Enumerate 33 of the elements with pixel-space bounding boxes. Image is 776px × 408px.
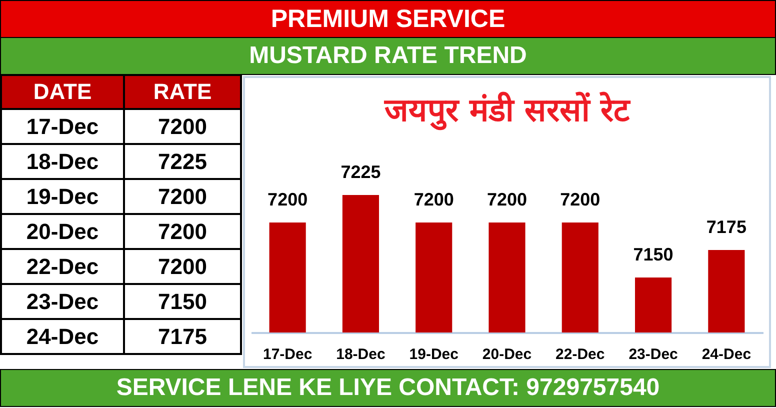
data-label: 7225	[340, 162, 381, 182]
x-tick-label: 18-Dec	[336, 346, 386, 363]
x-tick-label: 19-Dec	[409, 346, 458, 363]
data-label: 7200	[560, 190, 600, 210]
x-tick-label: 23-Dec	[628, 346, 678, 363]
text: जयपुर मंडी सरसों रेट	[383, 90, 632, 132]
x-tick-label: 22-Dec	[556, 346, 605, 363]
category-label: 22-Dec	[26, 254, 99, 278]
chart-subtitle: MUSTARD RATE TREND	[0, 37, 776, 75]
category-label: 20-Dec	[26, 218, 99, 244]
text: 7200	[158, 114, 207, 138]
text: 7200	[158, 218, 207, 244]
text: RATE	[124, 75, 241, 109]
data-label: 7200	[268, 190, 308, 210]
text: DATE	[1, 75, 124, 109]
text: 7200	[158, 254, 207, 278]
text: 7175	[158, 324, 207, 348]
data-label: 7200	[486, 190, 528, 210]
category-label: 23-Dec	[26, 288, 99, 314]
x-tick-label: 20-Dec	[482, 346, 532, 363]
text: 7150	[158, 288, 207, 314]
text: SERVICE LENE KE LIYE CONTACT: 9729757540	[0, 369, 776, 407]
category-label: 18-Dec	[26, 148, 99, 174]
text: 7200	[158, 184, 207, 208]
data-label: 7200	[414, 190, 454, 210]
chart-title: PREMIUM SERVICE	[0, 0, 776, 38]
x-tick-label: 24-Dec	[702, 346, 752, 363]
data-label: 7175	[706, 217, 746, 237]
category-label: 19-Dec	[26, 184, 99, 208]
x-tick-label: 17-Dec	[262, 346, 312, 363]
category-label: 17-Dec	[26, 114, 99, 138]
data-label: 7150	[633, 244, 674, 264]
text: 7225	[158, 148, 207, 174]
